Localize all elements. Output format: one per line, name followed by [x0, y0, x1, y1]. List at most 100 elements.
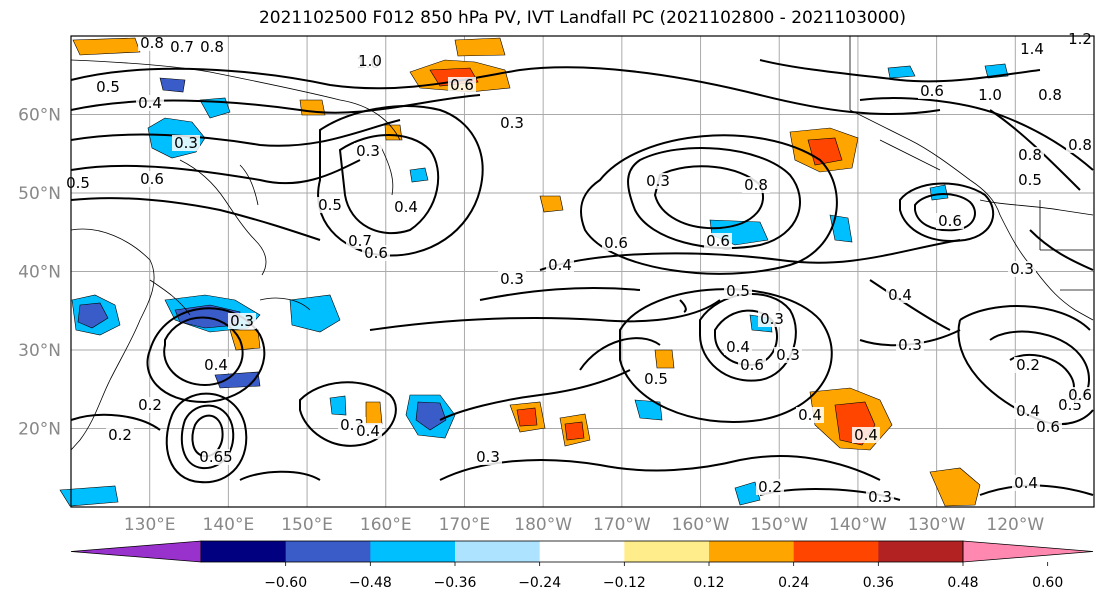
contour-label-bg	[198, 39, 226, 55]
contour-label-bg	[1018, 41, 1046, 57]
lon-tick-label: 130°E	[124, 515, 176, 535]
colorbar-segment	[878, 541, 964, 562]
contour-label: 0.6	[706, 232, 730, 250]
colorbar-outline	[200, 540, 964, 563]
contour-label-bg	[498, 115, 526, 131]
contour-label-bg	[1012, 475, 1040, 491]
contour-label: 0.8	[200, 38, 224, 56]
contour-label-bg	[392, 199, 420, 215]
contour-label: 1.0	[358, 52, 382, 70]
contour-labels: 0.8 0.7 0.8 1.0 0.6 0.5 0.4 0.3 0.5 0.6 0.3 0.4 0.5 0…	[64, 30, 1094, 506]
contour-label-bg	[796, 407, 824, 423]
colorbar-tick-label: 0.24	[778, 575, 809, 591]
contour-label: 0.8	[1068, 136, 1092, 154]
contour-label-bg	[316, 197, 344, 213]
lat-tick-label: 30°N	[18, 341, 61, 361]
lon-tick-label: 170°E	[439, 515, 491, 535]
contour-label: 0.4	[798, 406, 822, 424]
contour-label: 0.4	[854, 426, 878, 444]
contour-label: 0.4	[548, 256, 572, 274]
contour-label-bg	[724, 339, 752, 355]
contour-label: 0.65	[199, 448, 232, 466]
contour-label: 0.4	[1014, 474, 1038, 492]
contour-label-bg	[356, 53, 384, 69]
contour-label: 0.3	[356, 142, 380, 160]
lon-tick-label: 140°W	[829, 515, 887, 535]
contour-label: 0.6	[450, 76, 474, 94]
longitude-ticks: 130°E 140°E 150°E 160°E 170°E 180°W 170°W 160°W…	[124, 515, 1045, 535]
contour-label: 0.5	[1018, 171, 1042, 189]
contour-label: 0.6	[740, 356, 764, 374]
colorbar-tick-label: 0.48	[947, 575, 978, 591]
contour-label: 0.4	[138, 94, 162, 112]
lat-tick-label: 50°N	[18, 184, 61, 204]
contour-label-bg	[354, 143, 382, 159]
contour-label-bg	[202, 449, 230, 465]
contour-label: 0.4	[888, 286, 912, 304]
contour-label: 0.4	[1016, 402, 1040, 420]
contour-label-bg	[1034, 419, 1062, 435]
contour-label: 0.3	[898, 336, 922, 354]
contour-label-bg	[1066, 137, 1094, 153]
colorbar-segment	[201, 541, 287, 562]
lon-tick-label: 150°E	[281, 515, 333, 535]
lat-tick-label: 60°N	[18, 106, 61, 126]
contour-label: 0.2	[1016, 356, 1040, 374]
contour-label: 0.5	[644, 370, 668, 388]
lon-tick-label: 120°W	[986, 515, 1044, 535]
latitude-ticks: 20°N 30°N 40°N 50°N 60°N	[18, 106, 61, 440]
colorbar-segment	[285, 541, 371, 562]
contour-label: 0.8	[1038, 86, 1062, 104]
lon-tick-label: 180°W	[514, 515, 572, 535]
contour-label-bg	[642, 371, 670, 387]
contour-label: 0.8	[1018, 146, 1042, 164]
contour-label: 0.6	[1036, 418, 1060, 436]
contour-label-bg	[644, 173, 672, 189]
colorbar-segment	[624, 541, 710, 562]
contour-label-bg	[742, 177, 770, 193]
lon-tick-label: 150°W	[750, 515, 808, 535]
lon-tick-label: 140°E	[203, 515, 255, 535]
colorbar-extend-high	[962, 540, 1094, 563]
contour-label: 0.6	[920, 82, 944, 100]
contour-label: 0.3	[776, 346, 800, 364]
contour-label: 0.5	[726, 282, 750, 300]
contour-label: 1.2	[1068, 30, 1092, 48]
contour-label: 0.4	[726, 338, 750, 356]
colorbar-segment	[370, 541, 456, 562]
colorbar-tick-label: 0.60	[1032, 575, 1063, 591]
contour-label-bg	[866, 489, 894, 505]
contour-label: 0.3	[230, 312, 254, 330]
contour-label-bg	[1014, 357, 1042, 373]
contour-label: 0.2	[758, 478, 782, 496]
contour-label-bg	[138, 35, 166, 51]
contour-label: 1.0	[978, 86, 1002, 104]
contour-label: 0.3	[476, 448, 500, 466]
colorbar-tick-label: −0.24	[518, 575, 561, 591]
colorbar-segment	[539, 541, 625, 562]
contour-label: 0.3	[500, 114, 524, 132]
contour-label-bg	[168, 39, 196, 55]
map-frame	[70, 35, 1095, 508]
contour-label: 0.3	[868, 488, 892, 506]
contour-label: 0.2	[138, 396, 162, 414]
contour-label-bg	[448, 77, 476, 93]
contour-label-bg	[602, 235, 630, 251]
contour-label-bg	[546, 257, 574, 273]
lon-tick-label: 160°E	[360, 515, 412, 535]
lon-tick-label: 160°W	[672, 515, 730, 535]
colorbar-tick-label: −0.36	[434, 575, 477, 591]
contour-label-bg	[202, 357, 230, 373]
colorbar-segment	[455, 541, 541, 562]
contour-label: 0.6	[364, 244, 388, 262]
contour-label-bg	[136, 397, 164, 413]
contour-label-bg	[362, 245, 390, 261]
map-title: 2021102500 F012 850 hPa PV, IVT Landfall…	[258, 8, 906, 28]
contour-label-bg	[886, 287, 914, 303]
contour-label-bg	[354, 423, 382, 439]
contour-label-bg	[94, 79, 122, 95]
colorbar-tick-label: 0.12	[693, 575, 724, 591]
lat-tick-label: 40°N	[18, 263, 61, 283]
contour-label-bg	[1016, 172, 1044, 188]
